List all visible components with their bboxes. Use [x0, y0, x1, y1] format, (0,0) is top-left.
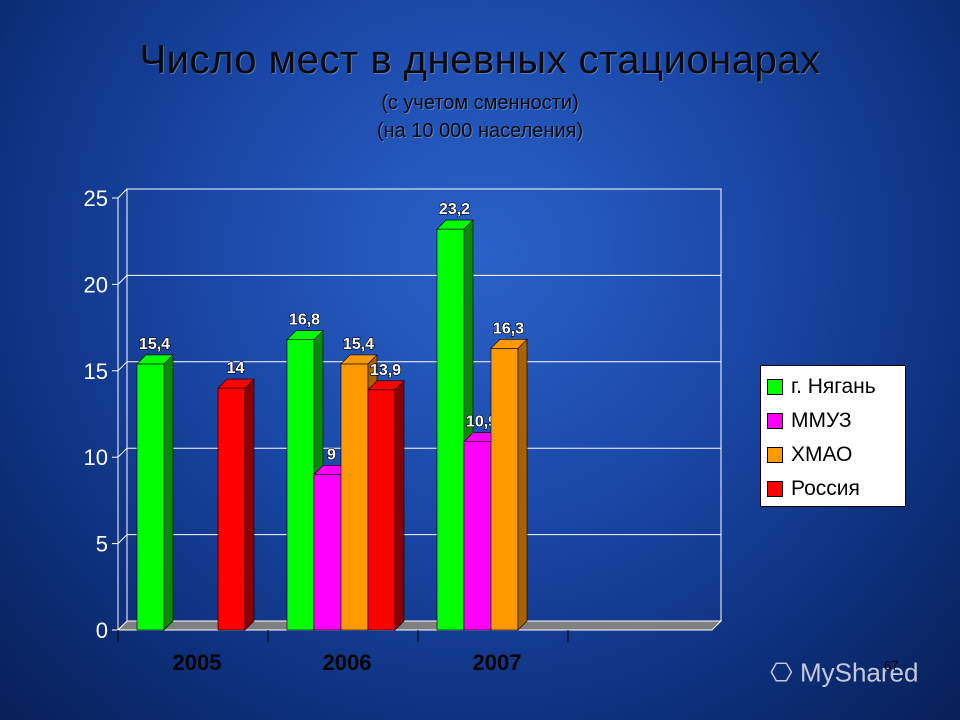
bar [367, 389, 396, 631]
bar [490, 348, 519, 631]
data-label: 14 [227, 360, 245, 377]
bar [436, 228, 465, 631]
y-tick-label: 10 [84, 445, 108, 470]
gridline-side [117, 534, 128, 544]
bar [463, 441, 492, 631]
y-tick-label: 15 [84, 359, 108, 384]
legend-label: ХМАО [791, 443, 853, 466]
gridline-side [117, 361, 128, 372]
legend-swatch [767, 481, 783, 497]
legend-label: ММУЗ [791, 409, 852, 432]
data-label: 9 [327, 446, 336, 463]
chart-subtitle-shift: (с учетом сменности) [381, 92, 579, 114]
y-tick-label: 20 [84, 272, 108, 297]
legend-swatch [767, 413, 783, 429]
y-tick-label: 5 [96, 532, 108, 557]
legend-item: ММУЗ [767, 404, 905, 438]
data-label: 10,9 [466, 414, 497, 431]
data-label: 15,4 [139, 336, 170, 353]
bar-side [394, 380, 405, 631]
data-label: 15,4 [343, 336, 374, 353]
plot-floor [116, 620, 723, 631]
bar-top [367, 380, 405, 391]
bar-side [244, 378, 255, 631]
page-number: 67 [884, 658, 899, 673]
bar-top [136, 354, 174, 365]
bar-side [163, 354, 174, 631]
legend-item: г. Нягань [767, 370, 905, 404]
x-category-label: 2005 [173, 650, 222, 675]
gridline-side [117, 447, 128, 458]
data-label: 13,9 [370, 362, 401, 379]
gridline-side [117, 188, 128, 199]
chart-subtitle-population: (на 10 000 населения) [376, 120, 584, 142]
data-label: 16,3 [493, 320, 524, 337]
bar [313, 474, 342, 631]
bar [286, 339, 315, 631]
bar [217, 387, 246, 631]
bar-side [517, 338, 528, 631]
legend-item: Россия [767, 472, 905, 506]
legend-label: Россия [791, 477, 860, 500]
legend-item: ХМАО [767, 438, 905, 472]
data-label: 23,2 [439, 201, 470, 218]
gridline-side [117, 275, 128, 285]
bar [136, 363, 165, 631]
y-tick-label: 0 [96, 618, 108, 643]
bar [340, 363, 369, 631]
bar-top [217, 378, 255, 389]
data-label: 16,8 [289, 312, 320, 329]
legend-swatch [767, 447, 783, 463]
bar-top [340, 354, 378, 365]
chart-legend: г. Нягань ММУЗ ХМАО Россия [760, 365, 906, 507]
x-category-label: 2006 [323, 650, 372, 675]
bar-top [490, 339, 528, 349]
legend-label: г. Нягань [791, 375, 876, 398]
bar-top [436, 219, 474, 230]
x-category-label: 2007 [473, 650, 522, 675]
plot-back-wall [126, 188, 722, 622]
legend-swatch [767, 379, 783, 395]
y-tick-label: 25 [84, 186, 108, 211]
myshared-logo: ⎔ MyShared [770, 657, 919, 688]
chart-title: Число мест в дневных стационарах [139, 38, 821, 82]
bar-top [286, 330, 324, 340]
